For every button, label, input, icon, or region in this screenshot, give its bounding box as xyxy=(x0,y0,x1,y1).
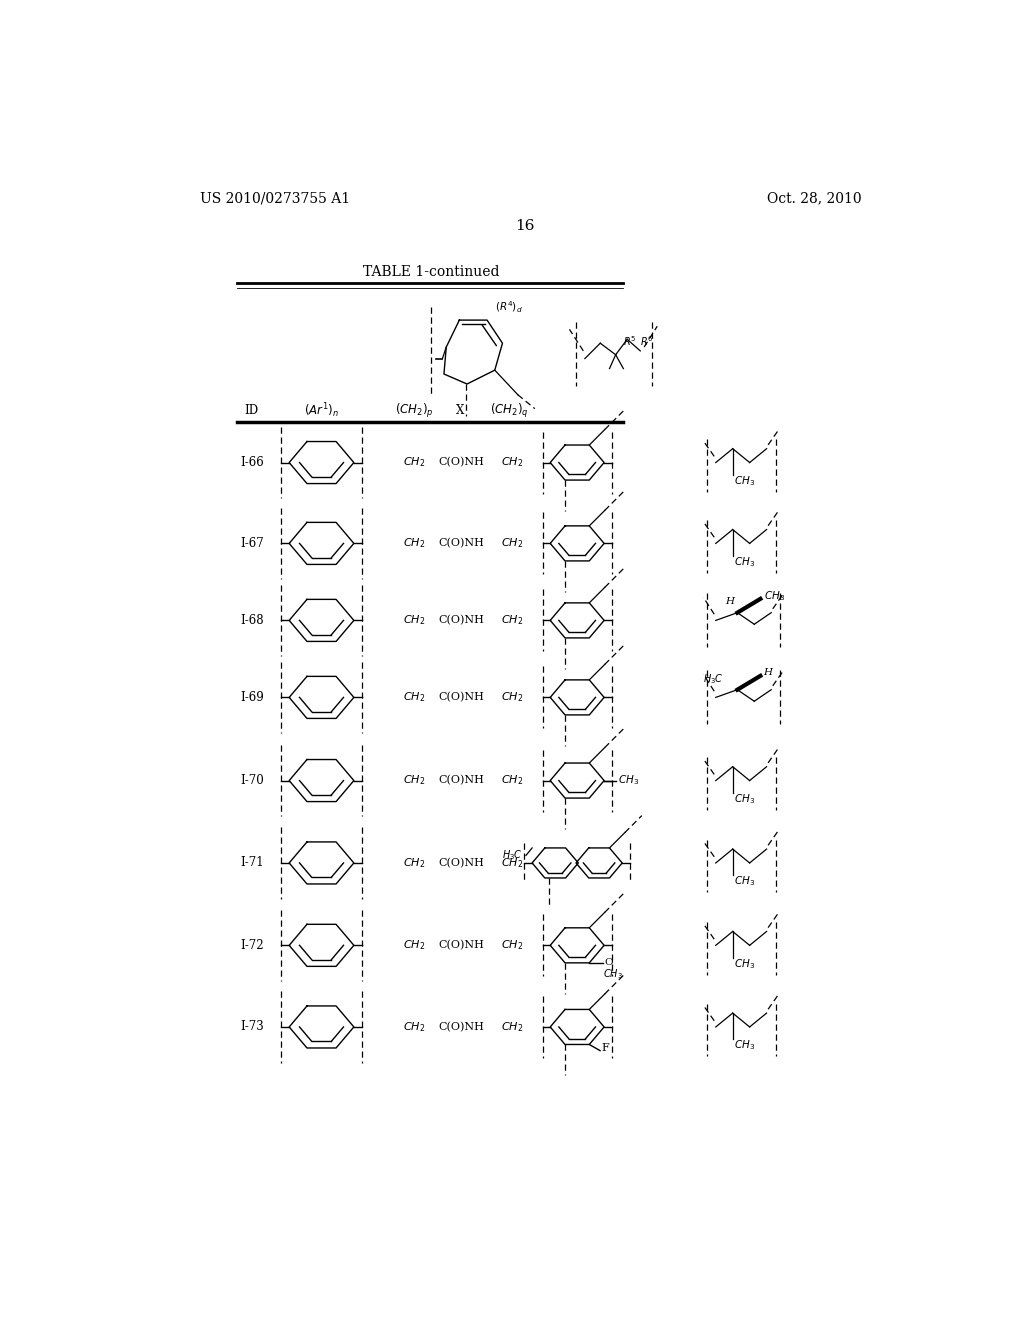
Text: $(R^4)_d$: $(R^4)_d$ xyxy=(495,300,522,314)
Text: X: X xyxy=(456,404,464,417)
Text: $H_3C$: $H_3C$ xyxy=(502,849,523,862)
Text: $(CH_2)_p$: $(CH_2)_p$ xyxy=(394,403,433,420)
Text: $CH_2$: $CH_2$ xyxy=(402,774,425,788)
Text: O: O xyxy=(605,958,613,968)
Text: $CH_2$: $CH_2$ xyxy=(402,857,425,870)
Text: $CH_3$: $CH_3$ xyxy=(734,474,756,488)
Text: C(O)NH: C(O)NH xyxy=(438,615,484,626)
Text: $CH_3$: $CH_3$ xyxy=(734,554,756,569)
Text: I-73: I-73 xyxy=(240,1020,263,1034)
Text: $CH_2$: $CH_2$ xyxy=(501,939,523,952)
Text: $CH_2$: $CH_2$ xyxy=(402,614,425,627)
Text: Oct. 28, 2010: Oct. 28, 2010 xyxy=(767,191,862,206)
Text: C(O)NH: C(O)NH xyxy=(438,692,484,702)
Text: $(CH_2)_q$: $(CH_2)_q$ xyxy=(489,403,528,420)
Text: C(O)NH: C(O)NH xyxy=(438,1022,484,1032)
Text: $CH_2$: $CH_2$ xyxy=(402,536,425,550)
Text: $CH_2$: $CH_2$ xyxy=(402,1020,425,1034)
Text: $R^5$: $R^5$ xyxy=(624,334,637,347)
Text: $CH_2$: $CH_2$ xyxy=(501,455,523,470)
Text: $CH_3$: $CH_3$ xyxy=(617,774,639,788)
Text: $CH_3$: $CH_3$ xyxy=(603,966,623,981)
Text: $H_3C$: $H_3C$ xyxy=(702,672,724,686)
Text: $CH_3$: $CH_3$ xyxy=(734,957,756,970)
Text: $CH_2$: $CH_2$ xyxy=(501,536,523,550)
Text: $CH_3$: $CH_3$ xyxy=(734,875,756,888)
Text: $CH_2$: $CH_2$ xyxy=(402,939,425,952)
Text: $CH_3$: $CH_3$ xyxy=(734,792,756,807)
Text: I-71: I-71 xyxy=(240,857,263,870)
Text: $CH_2$: $CH_2$ xyxy=(501,774,523,788)
Text: I-69: I-69 xyxy=(240,690,263,704)
Text: I-66: I-66 xyxy=(240,455,263,469)
Text: H: H xyxy=(725,598,734,606)
Text: $CH_2$: $CH_2$ xyxy=(501,857,523,870)
Text: ID: ID xyxy=(245,404,259,417)
Text: C(O)NH: C(O)NH xyxy=(438,940,484,950)
Text: US 2010/0273755 A1: US 2010/0273755 A1 xyxy=(200,191,350,206)
Text: C(O)NH: C(O)NH xyxy=(438,458,484,467)
Text: $CH_3$: $CH_3$ xyxy=(764,589,784,603)
Text: C(O)NH: C(O)NH xyxy=(438,775,484,785)
Text: C(O)NH: C(O)NH xyxy=(438,858,484,869)
Text: F: F xyxy=(602,1043,609,1052)
Text: I-70: I-70 xyxy=(240,774,263,787)
Text: $CH_3$: $CH_3$ xyxy=(734,1039,756,1052)
Text: $CH_2$: $CH_2$ xyxy=(402,690,425,705)
Text: 16: 16 xyxy=(515,219,535,234)
Text: H: H xyxy=(764,668,772,677)
Text: $R^6$: $R^6$ xyxy=(640,334,653,347)
Text: TABLE 1-continued: TABLE 1-continued xyxy=(362,265,499,280)
Text: I-68: I-68 xyxy=(240,614,263,627)
Text: $CH_2$: $CH_2$ xyxy=(501,614,523,627)
Text: $CH_2$: $CH_2$ xyxy=(402,455,425,470)
Text: I-72: I-72 xyxy=(240,939,263,952)
Text: $CH_2$: $CH_2$ xyxy=(501,690,523,705)
Text: C(O)NH: C(O)NH xyxy=(438,539,484,549)
Text: I-67: I-67 xyxy=(240,537,263,550)
Text: $CH_2$: $CH_2$ xyxy=(501,1020,523,1034)
Text: $(Ar^1)_n$: $(Ar^1)_n$ xyxy=(304,401,339,420)
